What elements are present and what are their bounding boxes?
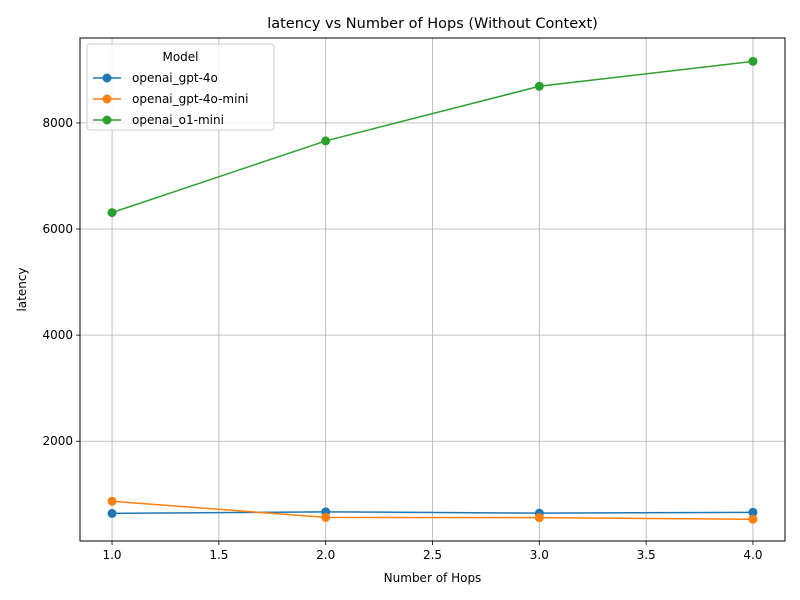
data-point-openai_o1-mini [534,81,544,91]
data-point-openai_gpt-4o [107,508,117,518]
y-tick-label: 2000 [42,434,73,448]
data-point-openai_gpt-4o-mini [748,514,758,524]
y-axis-label: latency [15,267,29,311]
data-point-openai_o1-mini [748,56,758,66]
legend: Model openai_gpt-4o openai_gpt-4o-miniope… [86,43,275,131]
x-tick-label: 1.0 [102,548,121,562]
series-line-openai_gpt-4o-mini [111,500,753,520]
data-point-openai_o1-mini [321,136,331,146]
data-point-openai_gpt-4o [748,507,758,517]
plot-series [107,56,758,524]
y-tick-label: 6000 [42,222,73,236]
x-tick-label: 1.5 [209,548,228,562]
x-tick-label: 2.0 [316,548,335,562]
x-tick-label: 2.5 [423,548,442,562]
series-line-openai_gpt-4o [112,511,753,515]
chart-title: latency vs Number of Hops (Without Conte… [267,16,598,32]
data-point-openai_gpt-4o-mini [107,496,117,506]
y-tick-label: 4000 [42,328,73,342]
legend-entry-label: openai_gpt-4o-mini [132,92,248,106]
legend-box [86,43,275,131]
gridlines [80,38,785,541]
x-tick-label: 3.5 [637,548,656,562]
legend-swatch-marker [102,73,112,83]
series-line-openai_o1-mini [111,60,754,214]
axis-ticks: 1.0 1.5 2.0 2.5 3.0 3.5 4.0 2000 4000 6000 8000 [42,116,762,562]
data-point-openai_o1-mini [107,208,117,218]
legend-title: Model [162,50,198,64]
data-point-openai_gpt-4o-mini [321,512,331,522]
x-tick-label: 3.0 [530,548,549,562]
data-point-openai_gpt-4o-mini [534,513,544,523]
legend-entry-label: openai_o1-mini [132,113,224,127]
legend-entry-label: openai_gpt-4o [132,71,218,85]
legend-swatch-marker [102,94,112,104]
legend-swatch-marker [102,115,112,125]
y-tick-label: 8000 [42,116,73,130]
x-tick-label: 4.0 [743,548,762,562]
x-axis-label: Number of Hops [384,571,482,585]
